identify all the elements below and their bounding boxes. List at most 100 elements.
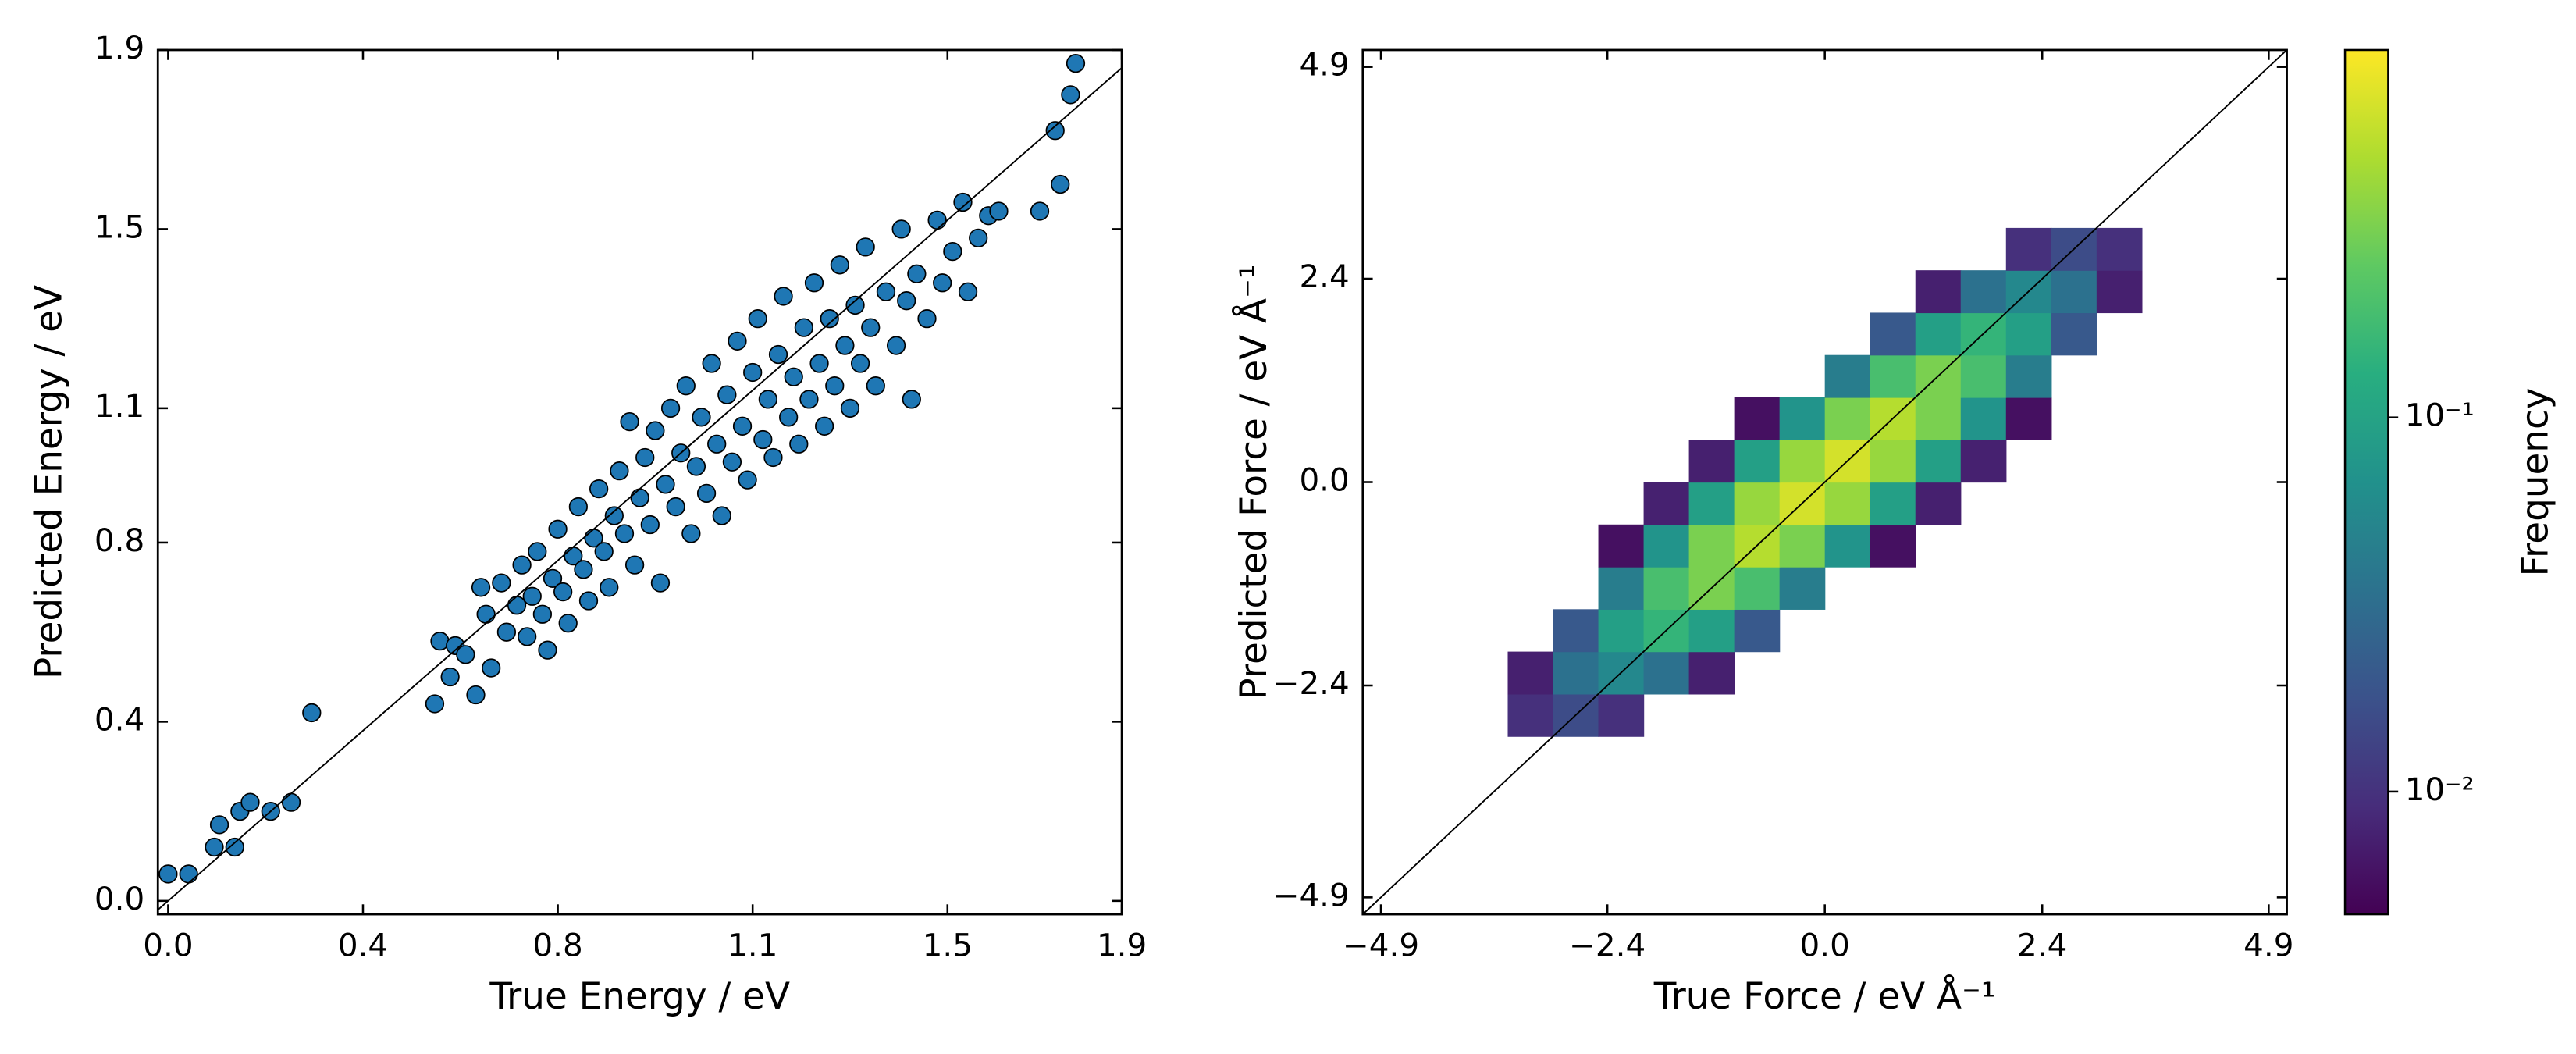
y-tick-label: 0.0 bbox=[94, 880, 144, 917]
scatter-point bbox=[179, 864, 198, 884]
y-tick-label: −4.9 bbox=[1273, 876, 1350, 913]
scatter-point bbox=[784, 367, 803, 386]
heatmap-cell bbox=[2051, 312, 2097, 356]
scatter-point bbox=[738, 470, 757, 490]
heatmap-cell bbox=[1688, 651, 1735, 695]
scatter-point bbox=[225, 837, 244, 857]
scatter-point bbox=[302, 703, 322, 723]
scatter-point bbox=[876, 282, 896, 301]
y-tick-label: 0.8 bbox=[94, 522, 144, 559]
scatter-point bbox=[656, 475, 675, 494]
scatter-point bbox=[614, 524, 635, 543]
heatmap-cell bbox=[1824, 397, 1871, 440]
scatter-point bbox=[543, 568, 563, 588]
y-tick-label: 2.4 bbox=[1299, 258, 1349, 295]
scatter-point bbox=[548, 519, 568, 539]
scatter-point bbox=[835, 336, 855, 355]
plot-area bbox=[1362, 49, 2287, 915]
scatter-point bbox=[522, 586, 542, 606]
heatmap-cell bbox=[1824, 482, 1871, 525]
x-tick-label: −4.9 bbox=[1343, 927, 1419, 964]
scatter-point bbox=[902, 390, 921, 409]
scatter-point bbox=[558, 614, 578, 633]
heatmap-cell bbox=[1960, 270, 2007, 314]
heatmap-cell bbox=[1507, 693, 1554, 737]
heatmap-cell bbox=[2096, 227, 2143, 271]
scatter-point bbox=[466, 685, 486, 705]
heatmap-cell bbox=[1870, 312, 1916, 356]
scatter-point bbox=[958, 282, 978, 301]
heatmap-cell bbox=[1643, 482, 1690, 525]
heatmap-cell bbox=[2005, 312, 2052, 356]
scatter-point bbox=[809, 354, 829, 373]
colorbar-tick-label: 10⁻¹ bbox=[2405, 397, 2475, 434]
scatter-point bbox=[578, 591, 599, 611]
scatter-point bbox=[471, 578, 491, 597]
scatter-point bbox=[440, 667, 460, 687]
heatmap-cell bbox=[1915, 397, 1962, 440]
colorbar: 10⁻² 10⁻¹ Frequency bbox=[2343, 48, 2557, 916]
scatter-point bbox=[707, 434, 727, 454]
scatter-point bbox=[528, 542, 547, 561]
plot-area bbox=[158, 54, 1123, 911]
scatter-point bbox=[692, 408, 711, 427]
x-tick-label: 0.0 bbox=[143, 927, 193, 964]
scatter-point bbox=[532, 604, 553, 624]
heatmap-cell bbox=[1779, 567, 1826, 610]
scatter-point bbox=[728, 331, 747, 351]
scatter-point bbox=[758, 390, 778, 409]
y-tick-label: 0.4 bbox=[94, 700, 144, 738]
scatter-point bbox=[650, 573, 671, 593]
y-tick-label: 1.1 bbox=[94, 387, 144, 425]
scatter-point bbox=[804, 273, 824, 293]
scatter-point bbox=[1030, 201, 1050, 221]
scatter-point bbox=[799, 390, 819, 409]
scatter-point bbox=[681, 524, 701, 543]
heatmap-cell bbox=[1688, 524, 1735, 568]
heatmap-cell bbox=[1870, 524, 1916, 568]
x-axis-title: True Force / eV Å⁻¹ bbox=[1653, 975, 1996, 1018]
scatter-point bbox=[753, 429, 773, 450]
y-tick-label: 4.9 bbox=[1299, 46, 1349, 84]
heatmap-cell bbox=[1734, 482, 1781, 525]
scatter-point bbox=[635, 447, 655, 468]
heatmap-cell bbox=[1553, 609, 1599, 653]
heatmap-cell bbox=[1779, 397, 1826, 440]
heatmap-cell bbox=[1553, 651, 1599, 695]
y-axis-title: Predicted Force / eV Å⁻¹ bbox=[1233, 264, 1276, 700]
heatmap-cell bbox=[1598, 693, 1645, 737]
scatter-point bbox=[861, 318, 881, 337]
axes: −4.9 −2.4 0.0 2.4 4.9 −4.9 −2.4 0.0 2.4 4.9 True F… bbox=[1233, 46, 2293, 1018]
scatter-point bbox=[281, 792, 301, 812]
heatmap-cell bbox=[1870, 482, 1916, 525]
x-tick-label: 1.9 bbox=[1097, 927, 1147, 964]
x-tick-label: 0.8 bbox=[532, 927, 582, 964]
heatmap-cell bbox=[1960, 397, 2007, 440]
scatter-point bbox=[891, 219, 911, 239]
scatter-point bbox=[209, 815, 229, 835]
y-axis-title: Predicted Energy / eV bbox=[29, 285, 71, 679]
scatter-point bbox=[845, 295, 865, 315]
heatmap-cell bbox=[1734, 609, 1781, 653]
x-tick-label: 0.0 bbox=[1800, 927, 1850, 964]
scatter-point bbox=[610, 461, 629, 481]
scatter-point bbox=[953, 192, 973, 212]
scatter-point bbox=[205, 837, 224, 857]
x-tick-label: 1.1 bbox=[728, 927, 777, 964]
scatter-point bbox=[927, 210, 947, 230]
scatter-point bbox=[722, 452, 742, 472]
scatter-point bbox=[686, 457, 706, 476]
scatter-point bbox=[943, 241, 962, 262]
scatter-point bbox=[676, 376, 696, 396]
scatter-point bbox=[763, 447, 783, 468]
scatter-point bbox=[568, 497, 588, 517]
x-tick-label: 4.9 bbox=[2243, 927, 2293, 964]
heatmap-cell bbox=[1960, 354, 2007, 398]
parity-line bbox=[158, 67, 1123, 911]
colorbar-label: Frequency bbox=[2515, 388, 2557, 577]
scatter-point bbox=[1051, 174, 1070, 194]
colorbar-tick-label: 10⁻² bbox=[2405, 771, 2475, 808]
scatter-point bbox=[712, 506, 731, 525]
